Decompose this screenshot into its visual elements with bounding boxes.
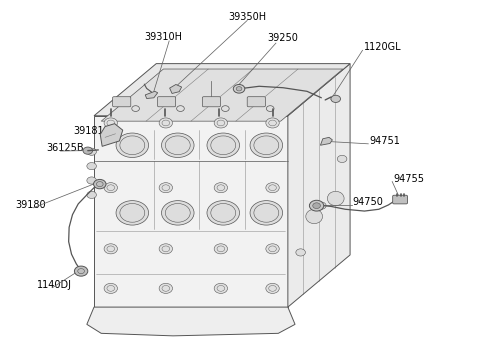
Circle shape (266, 118, 279, 128)
Circle shape (214, 244, 228, 254)
FancyBboxPatch shape (247, 97, 265, 107)
Circle shape (104, 183, 118, 193)
Circle shape (159, 183, 172, 193)
Text: 39350H: 39350H (228, 12, 266, 22)
FancyBboxPatch shape (203, 97, 220, 107)
Circle shape (331, 95, 340, 103)
Text: 39250: 39250 (268, 34, 299, 43)
Text: 36125B: 36125B (46, 143, 84, 153)
Polygon shape (94, 64, 350, 116)
Circle shape (266, 283, 279, 293)
Circle shape (296, 249, 305, 256)
Circle shape (214, 118, 228, 128)
Text: 39181A: 39181A (73, 126, 110, 136)
FancyBboxPatch shape (113, 97, 131, 107)
Circle shape (104, 118, 118, 128)
Polygon shape (101, 69, 343, 121)
Text: 39310H: 39310H (144, 32, 182, 42)
Circle shape (159, 118, 172, 128)
Circle shape (266, 183, 279, 193)
Ellipse shape (116, 201, 149, 225)
Circle shape (94, 179, 106, 189)
Circle shape (236, 87, 242, 91)
Polygon shape (288, 64, 350, 307)
Ellipse shape (207, 201, 240, 225)
Text: 1140DJ: 1140DJ (36, 280, 72, 290)
Polygon shape (100, 124, 123, 146)
Text: 1120GL: 1120GL (364, 42, 402, 52)
Circle shape (87, 148, 96, 155)
Text: 1140EJ: 1140EJ (194, 71, 228, 81)
Ellipse shape (250, 201, 283, 225)
Text: 94755: 94755 (393, 174, 424, 184)
Circle shape (337, 155, 347, 162)
FancyBboxPatch shape (393, 195, 408, 204)
Circle shape (266, 244, 279, 254)
Circle shape (87, 177, 96, 184)
Circle shape (317, 202, 326, 209)
FancyBboxPatch shape (157, 97, 176, 107)
Circle shape (310, 200, 324, 211)
Polygon shape (169, 84, 181, 93)
Polygon shape (321, 137, 332, 145)
Circle shape (104, 244, 118, 254)
Text: 94750: 94750 (352, 197, 384, 207)
Text: 39180: 39180 (15, 200, 46, 210)
Polygon shape (94, 116, 288, 307)
Ellipse shape (250, 133, 283, 157)
Ellipse shape (116, 133, 149, 157)
Circle shape (313, 203, 321, 209)
Circle shape (159, 244, 172, 254)
Ellipse shape (161, 201, 194, 225)
Circle shape (214, 183, 228, 193)
Ellipse shape (207, 133, 240, 157)
Circle shape (214, 283, 228, 293)
Circle shape (87, 191, 96, 199)
Circle shape (83, 147, 93, 154)
Circle shape (104, 283, 118, 293)
Circle shape (87, 162, 96, 170)
Polygon shape (87, 307, 295, 336)
Circle shape (159, 283, 172, 293)
Ellipse shape (161, 133, 194, 157)
Polygon shape (145, 91, 157, 99)
Text: 94751: 94751 (369, 136, 400, 146)
Ellipse shape (306, 209, 323, 224)
Ellipse shape (327, 191, 344, 206)
Circle shape (233, 84, 245, 93)
Circle shape (74, 266, 88, 276)
